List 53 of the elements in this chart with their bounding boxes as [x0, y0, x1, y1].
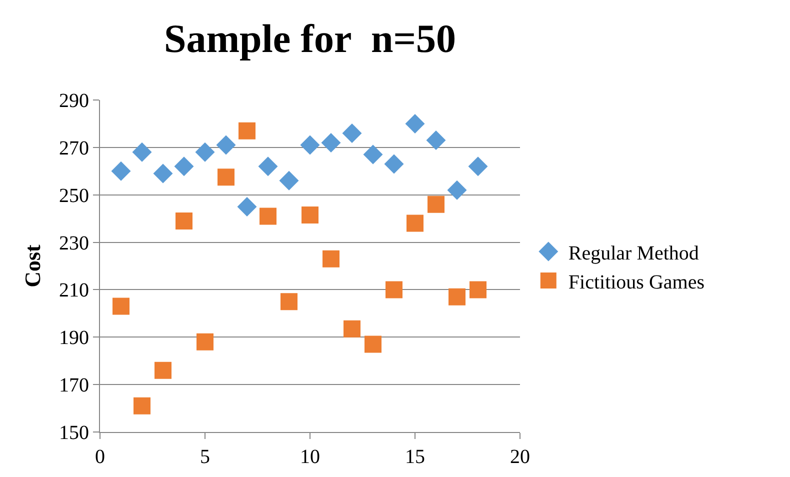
chart-title: Sample for n=50: [164, 16, 456, 61]
point: [237, 196, 257, 216]
point: [132, 142, 152, 162]
point: [302, 206, 318, 224]
point: [448, 288, 466, 306]
y-tick-label: 230: [59, 232, 89, 254]
point: [406, 214, 424, 232]
point: [342, 123, 362, 143]
point: [321, 132, 341, 152]
x-tick-label: 0: [95, 446, 105, 468]
point: [174, 156, 194, 176]
x-tick-label: 20: [510, 446, 530, 468]
point: [218, 168, 234, 186]
y-tick-label: 290: [59, 90, 89, 112]
point: [428, 196, 444, 213]
point: [468, 156, 488, 176]
y-axis-title: Cost: [20, 244, 45, 288]
point: [363, 144, 383, 164]
y-tick-label: 270: [59, 137, 89, 160]
point: [238, 122, 256, 140]
legend-label: Regular Method: [568, 242, 699, 264]
point: [176, 212, 192, 230]
y-tick-label: 250: [59, 184, 89, 207]
point: [134, 397, 150, 414]
point: [154, 362, 172, 379]
point: [153, 164, 173, 184]
point: [322, 250, 340, 268]
point: [364, 336, 382, 353]
point: [279, 170, 299, 190]
y-tick-label: 210: [59, 280, 89, 302]
point: [260, 208, 276, 225]
point: [384, 154, 404, 174]
y-tick-label: 150: [59, 422, 89, 444]
point: [258, 156, 278, 176]
point: [470, 281, 486, 298]
legend-label: Fictitious Games: [568, 271, 705, 294]
y-tick-label: 170: [59, 374, 89, 397]
point: [196, 333, 214, 350]
point: [111, 161, 131, 181]
point: [447, 180, 467, 200]
x-tick-label: 5: [200, 446, 210, 468]
point: [112, 298, 130, 315]
point: [426, 130, 446, 150]
point: [344, 320, 360, 338]
point: [280, 293, 298, 310]
point: [195, 142, 215, 162]
point: [300, 135, 320, 155]
point: [216, 135, 236, 155]
point: [405, 114, 425, 134]
y-tick-label: 190: [59, 327, 89, 350]
x-tick-label: 10: [300, 446, 320, 468]
point: [386, 281, 402, 298]
x-tick-label: 15: [405, 446, 425, 468]
